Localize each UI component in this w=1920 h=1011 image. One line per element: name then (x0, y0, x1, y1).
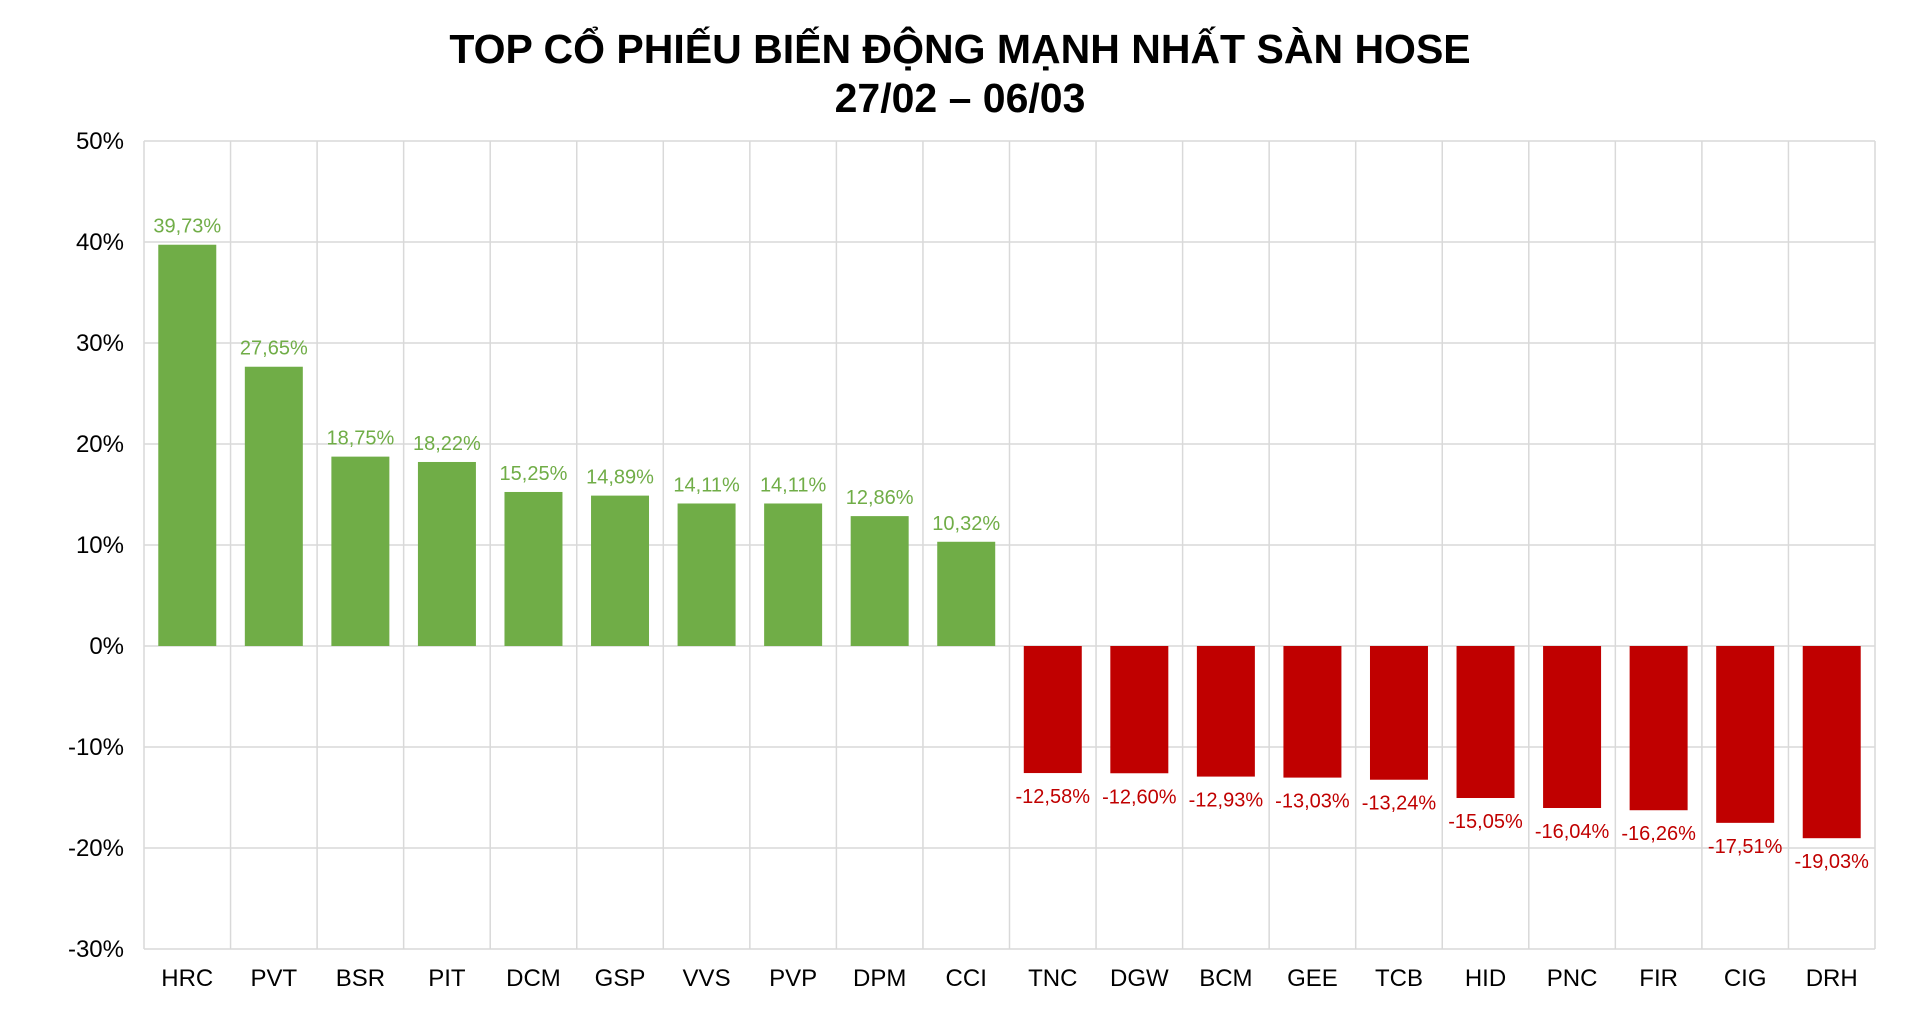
y-tick-label: -10% (68, 734, 124, 761)
x-tick-label: TNC (1028, 965, 1077, 992)
data-label: 15,25% (500, 463, 568, 485)
bar-pit (417, 461, 476, 646)
y-tick-label: 20% (76, 431, 124, 458)
x-tick-label: PVT (250, 965, 297, 992)
x-tick-label: DPM (853, 965, 906, 992)
chart-subtitle: 27/02 – 06/03 (834, 75, 1086, 121)
data-label: 18,75% (326, 428, 394, 450)
y-tick-label: -20% (68, 835, 124, 862)
x-tick-label: PIT (428, 965, 466, 992)
y-tick-label: 30% (76, 330, 124, 357)
data-label: 14,11% (760, 474, 827, 496)
x-tick-label: VVS (683, 965, 731, 992)
chart-title: TOP CỔ PHIẾU BIẾN ĐỘNG MẠNH NHẤT SÀN HOS… (449, 26, 1471, 72)
y-tick-label: 0% (89, 633, 124, 660)
x-tick-label: CIG (1724, 965, 1767, 992)
data-label: -12,58% (1016, 786, 1091, 808)
bar-pnc (1543, 646, 1602, 809)
bar-tcb (1369, 646, 1428, 780)
data-label: 14,11% (673, 474, 740, 496)
bar-tnc (1023, 646, 1082, 774)
data-label: 14,89% (586, 467, 654, 489)
bar-bcm (1196, 646, 1255, 777)
bar-hrc (158, 244, 217, 647)
data-label: -19,03% (1794, 851, 1869, 873)
x-tick-label: PVP (769, 965, 817, 992)
data-label: -17,51% (1708, 836, 1783, 858)
x-tick-label: GSP (595, 965, 646, 992)
x-tick-label: FIR (1639, 965, 1678, 992)
y-tick-label: 40% (76, 229, 124, 256)
bar-vvs (677, 503, 736, 646)
x-tick-label: GEE (1287, 965, 1338, 992)
x-tick-label: HRC (161, 965, 213, 992)
bar-hid (1456, 646, 1515, 799)
y-tick-label: 10% (76, 532, 124, 559)
data-label: 12,86% (846, 487, 914, 509)
bar-dcm (504, 491, 563, 646)
data-label: 39,73% (153, 216, 221, 238)
bar-drh (1802, 646, 1861, 839)
x-tick-label: DGW (1110, 965, 1169, 992)
data-label: -16,04% (1535, 821, 1610, 843)
bar-pvp (764, 503, 823, 646)
bar-dpm (850, 516, 909, 646)
data-label: -13,24% (1362, 793, 1437, 815)
x-tick-label: DRH (1806, 965, 1858, 992)
x-tick-label: DCM (506, 965, 561, 992)
x-tick-label: BCM (1199, 965, 1252, 992)
x-tick-label: BSR (336, 965, 385, 992)
bar-gsp (591, 495, 650, 646)
data-label: -12,93% (1189, 790, 1264, 812)
y-tick-label: -30% (68, 936, 124, 963)
x-tick-label: CCI (946, 965, 987, 992)
bar-pvt (244, 366, 303, 646)
data-label: -12,60% (1102, 786, 1177, 808)
bar-bsr (331, 456, 390, 646)
y-tick-label: 50% (76, 128, 124, 155)
data-label: -15,05% (1448, 811, 1523, 833)
data-label: 10,32% (932, 513, 1000, 535)
x-tick-label: TCB (1375, 965, 1423, 992)
x-tick-label: HID (1465, 965, 1506, 992)
x-tick-label: PNC (1547, 965, 1598, 992)
bar-cig (1716, 646, 1775, 823)
bar-fir (1629, 646, 1688, 811)
data-label: 18,22% (413, 433, 481, 455)
data-label: 27,65% (240, 338, 308, 360)
bar-gee (1283, 646, 1342, 778)
bar-cci (937, 541, 996, 646)
data-label: -13,03% (1275, 791, 1350, 813)
bar-dgw (1110, 646, 1169, 774)
data-label: -16,26% (1621, 823, 1696, 845)
